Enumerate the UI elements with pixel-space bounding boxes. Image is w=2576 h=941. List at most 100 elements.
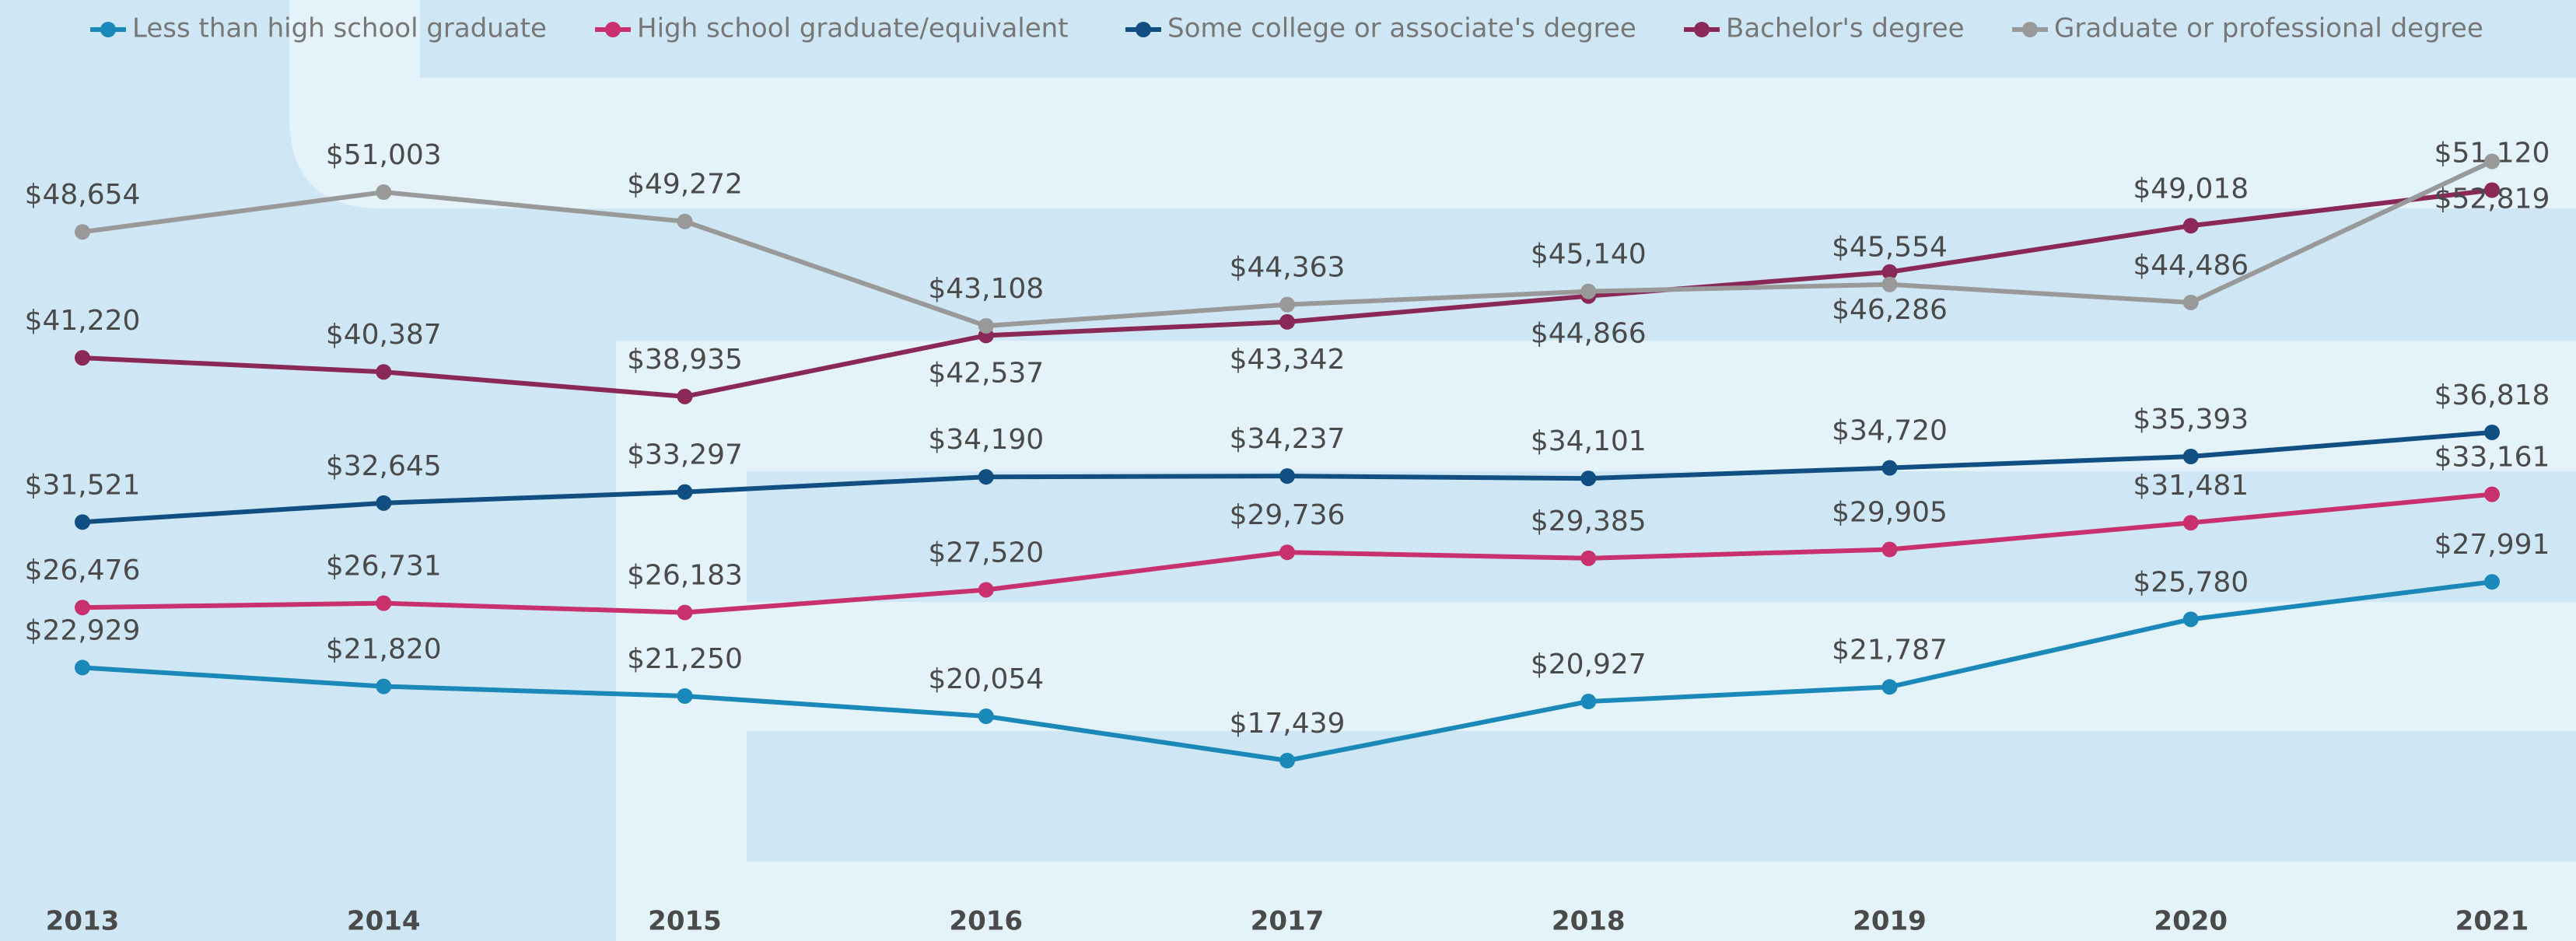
data-label: $34,101 xyxy=(1531,425,1647,457)
data-point xyxy=(1580,283,1597,299)
data-label: $52,819 xyxy=(2434,183,2550,215)
data-label: $33,161 xyxy=(2434,442,2550,474)
data-label: $44,486 xyxy=(2133,250,2249,282)
data-point xyxy=(75,224,90,240)
x-tick-label: 2014 xyxy=(347,906,421,937)
data-point xyxy=(75,659,90,676)
data-label: $35,393 xyxy=(2133,404,2249,436)
data-point xyxy=(1881,679,1898,695)
data-point xyxy=(75,350,90,366)
data-point xyxy=(978,317,994,334)
data-point xyxy=(1279,752,1295,768)
data-point xyxy=(75,514,90,530)
legend-label: Less than high school graduate xyxy=(132,13,547,44)
data-point xyxy=(376,495,392,511)
data-point xyxy=(376,595,392,611)
data-label: $34,720 xyxy=(1832,415,1948,447)
legend-marker xyxy=(2022,22,2038,37)
data-label: $31,521 xyxy=(25,469,141,501)
data-point xyxy=(677,388,693,404)
x-tick-label: 2017 xyxy=(1251,906,1325,937)
data-point xyxy=(1279,296,1295,313)
data-label: $41,220 xyxy=(25,305,141,337)
data-point xyxy=(2182,294,2199,310)
data-point xyxy=(677,484,693,500)
legend-label: Graduate or professional degree xyxy=(2054,13,2483,44)
x-tick-label: 2020 xyxy=(2154,906,2228,937)
legend-marker xyxy=(100,22,116,37)
legend-label: Some college or associate's degree xyxy=(1167,13,1636,44)
data-point xyxy=(1279,313,1295,330)
data-label: $31,481 xyxy=(2133,470,2249,502)
data-point xyxy=(75,600,90,616)
data-label: $22,929 xyxy=(25,614,141,646)
data-label: $45,140 xyxy=(1531,239,1647,271)
data-label: $26,476 xyxy=(25,554,141,586)
data-label: $46,286 xyxy=(1832,294,1948,326)
data-point xyxy=(376,678,392,694)
data-point xyxy=(978,708,994,725)
data-point xyxy=(1881,276,1898,292)
data-point xyxy=(1580,550,1597,566)
data-point xyxy=(376,184,392,201)
data-label: $43,108 xyxy=(928,273,1044,305)
data-label: $17,439 xyxy=(1230,708,1346,740)
data-label: $38,935 xyxy=(627,344,743,376)
data-label: $44,363 xyxy=(1230,252,1346,284)
data-point xyxy=(1881,264,1898,280)
bg-band xyxy=(747,731,2576,862)
x-tick-label: 2015 xyxy=(648,906,722,937)
data-label: $36,818 xyxy=(2434,380,2550,411)
data-label: $48,654 xyxy=(25,179,141,211)
data-label: $21,820 xyxy=(326,634,442,666)
data-point xyxy=(1279,468,1295,484)
data-label: $42,537 xyxy=(928,357,1044,389)
data-point xyxy=(1580,471,1597,487)
data-label: $40,387 xyxy=(326,319,442,351)
data-point xyxy=(2182,218,2199,234)
data-point xyxy=(2182,515,2199,531)
data-label: $45,554 xyxy=(1832,232,1948,264)
legend-label: Bachelor's degree xyxy=(1726,13,1965,44)
legend-marker xyxy=(1136,22,1151,37)
x-tick-label: 2016 xyxy=(949,906,1023,937)
data-point xyxy=(2484,574,2500,590)
data-label: $20,054 xyxy=(928,663,1044,695)
data-point xyxy=(1881,460,1898,476)
data-label: $44,866 xyxy=(1531,318,1647,350)
data-point xyxy=(677,213,693,229)
data-point xyxy=(2484,182,2500,198)
data-point xyxy=(677,604,693,621)
data-point xyxy=(376,364,392,380)
data-point xyxy=(2484,486,2500,502)
data-label: $29,905 xyxy=(1832,497,1948,529)
data-label: $21,787 xyxy=(1832,634,1948,666)
data-point xyxy=(677,688,693,704)
data-label: $25,780 xyxy=(2133,566,2249,598)
x-tick-label: 2013 xyxy=(46,906,120,937)
data-point xyxy=(2484,153,2500,170)
legend-marker xyxy=(1694,22,1710,37)
data-point xyxy=(2484,424,2500,440)
data-point xyxy=(2182,448,2199,464)
x-tick-label: 2019 xyxy=(1853,906,1927,937)
data-label: $20,927 xyxy=(1531,649,1647,680)
plot-area: 2013 2014 2015 2016 2017 2018 2019 2020 2021 Less… xyxy=(25,13,2550,937)
x-tick-label: 2021 xyxy=(2455,906,2529,937)
data-label: $29,736 xyxy=(1230,499,1346,531)
data-label: $32,645 xyxy=(326,450,442,482)
data-point xyxy=(978,582,994,598)
legend-label: High school graduate/equivalent xyxy=(637,13,1069,44)
data-point xyxy=(1279,544,1295,561)
data-point xyxy=(978,469,994,485)
data-point xyxy=(2182,611,2199,628)
data-point xyxy=(1580,694,1597,710)
data-label: $34,190 xyxy=(928,424,1044,456)
data-label: $49,272 xyxy=(627,169,743,201)
data-label: $26,731 xyxy=(326,551,442,582)
data-label: $34,237 xyxy=(1230,423,1346,455)
legend-marker xyxy=(605,22,621,37)
data-label: $26,183 xyxy=(627,560,743,592)
bg-band xyxy=(289,0,2576,208)
